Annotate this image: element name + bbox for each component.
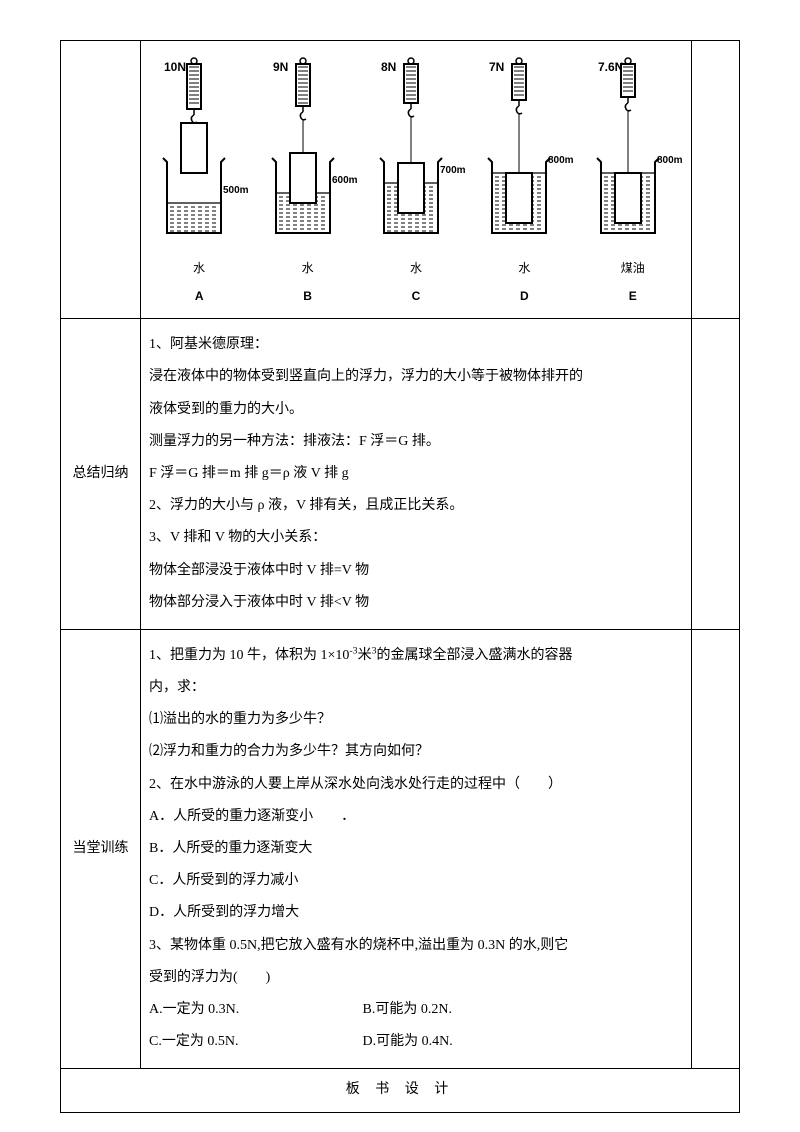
summary-line: 液体受到的重力的大小。 xyxy=(149,394,683,426)
summary-right-cell xyxy=(692,319,740,630)
q3-line2: 受到的浮力为( ) xyxy=(149,962,683,994)
setup-id-label: A xyxy=(195,283,204,311)
exercise-right-cell xyxy=(692,629,740,1068)
q1-sup1: -3 xyxy=(349,645,357,656)
q1-sub-a: ⑴溢出的水的重力为多少牛？ xyxy=(149,704,683,736)
main-table: 10N500ml水A9N600ml水B8N700ml水C7N800ml水D7.6… xyxy=(60,40,740,1113)
q1-mid: 米 xyxy=(358,648,372,663)
experiment-setup: 9N 600ml 水B xyxy=(258,53,358,310)
svg-text:700ml: 700ml xyxy=(440,165,466,176)
q3-opt-a: A.一定为 0.3N. xyxy=(149,994,359,1026)
summary-line: 测量浮力的另一种方法：排液法：F 浮＝G 排。 xyxy=(149,426,683,458)
liquid-label: 水 xyxy=(410,255,422,283)
q1-line2: 内，求： xyxy=(149,672,683,704)
q1-sub-b: ⑵浮力和重力的合力为多少牛？其方向如何？ xyxy=(149,736,683,768)
q1-tail: 的金属球全部浸入盛满水的容器 xyxy=(376,648,572,663)
q3-line1: 3、某物体重 0.5N,把它放入盛有水的烧杯中,溢出重为 0.3N 的水,则它 xyxy=(149,930,683,962)
setup-id-label: C xyxy=(412,283,421,311)
svg-text:8N: 8N xyxy=(381,60,396,74)
summary-content: 1、阿基米德原理：浸在液体中的物体受到竖直向上的浮力，浮力的大小等于被物体排开的… xyxy=(141,319,692,630)
q2-opt-c: C．人所受到的浮力减小 xyxy=(149,865,683,897)
q3-opt-b: B.可能为 0.2N. xyxy=(363,1002,452,1017)
q3-opts-cd: C.一定为 0.5N. D.可能为 0.4N. xyxy=(149,1026,683,1058)
setup-id-label: E xyxy=(629,283,637,311)
svg-text:800m: 800m xyxy=(657,155,683,166)
exercise-label: 当堂训练 xyxy=(61,629,141,1068)
footer-row: 板 书 设 计 xyxy=(61,1069,740,1112)
q2: 2、在水中游泳的人要上岸从深水处向浅水处行走的过程中（ ） xyxy=(149,769,683,801)
setup-svg: 9N 600ml xyxy=(258,53,358,253)
liquid-label: 水 xyxy=(302,255,314,283)
svg-text:7.6N: 7.6N xyxy=(598,60,623,74)
experiment-setup: 8N 700ml 水C xyxy=(366,53,466,310)
setup-id-label: D xyxy=(520,283,529,311)
q3-opt-d: D.可能为 0.4N. xyxy=(363,1034,453,1049)
svg-text:800ml: 800ml xyxy=(548,155,574,166)
svg-text:7N: 7N xyxy=(489,60,504,74)
q3-opts-ab: A.一定为 0.3N. B.可能为 0.2N. xyxy=(149,994,683,1026)
summary-line: 物体全部浸没于液体中时 V 排=V 物 xyxy=(149,555,683,587)
exercise-row: 当堂训练 1、把重力为 10 牛，体积为 1×10-3米3的金属球全部浸入盛满水… xyxy=(61,629,740,1068)
svg-text:600ml: 600ml xyxy=(332,175,358,186)
summary-line: 浸在液体中的物体受到竖直向上的浮力，浮力的大小等于被物体排开的 xyxy=(149,361,683,393)
experiment-setup: 10N 500ml 水A xyxy=(149,53,249,310)
summary-line: F 浮＝G 排＝m 排 g＝ρ 液 V 排 g xyxy=(149,458,683,490)
q3-opt-c: C.一定为 0.5N. xyxy=(149,1026,359,1058)
diagram-right-cell xyxy=(692,41,740,319)
summary-line: 3、V 排和 V 物的大小关系： xyxy=(149,522,683,554)
svg-text:500ml: 500ml xyxy=(223,185,249,196)
diagram-wrap: 10N500ml水A9N600ml水B8N700ml水C7N800ml水D7.6… xyxy=(141,41,691,318)
footer-cell: 板 书 设 计 xyxy=(61,1069,740,1112)
page-root: 10N500ml水A9N600ml水B8N700ml水C7N800ml水D7.6… xyxy=(0,0,800,1132)
summary-line: 2、浮力的大小与 ρ 液，V 排有关，且成正比关系。 xyxy=(149,490,683,522)
summary-row: 总结归纳 1、阿基米德原理：浸在液体中的物体受到竖直向上的浮力，浮力的大小等于被… xyxy=(61,319,740,630)
setup-svg: 10N 500ml xyxy=(149,53,249,253)
summary-label: 总结归纳 xyxy=(61,319,141,630)
q2-opt-b: B．人所受的重力逐渐变大 xyxy=(149,833,683,865)
svg-text:10N: 10N xyxy=(164,60,186,74)
experiment-setup: 7N 800ml 水D xyxy=(474,53,574,310)
summary-line: 1、阿基米德原理： xyxy=(149,329,683,361)
setup-svg: 7N 800ml xyxy=(474,53,574,253)
diagram-row: 10N500ml水A9N600ml水B8N700ml水C7N800ml水D7.6… xyxy=(61,41,740,319)
q1-line1: 1、把重力为 10 牛，体积为 1×10-3米3的金属球全部浸入盛满水的容器 xyxy=(149,640,683,672)
setup-svg: 8N 700ml xyxy=(366,53,466,253)
setup-id-label: B xyxy=(303,283,312,311)
exercise-content: 1、把重力为 10 牛，体积为 1×10-3米3的金属球全部浸入盛满水的容器 内… xyxy=(141,629,692,1068)
liquid-label: 煤油 xyxy=(621,255,645,283)
q1-lead: 1、把重力为 10 牛，体积为 1×10 xyxy=(149,648,349,663)
diagram-cell: 10N500ml水A9N600ml水B8N700ml水C7N800ml水D7.6… xyxy=(141,41,692,319)
svg-text:9N: 9N xyxy=(273,60,288,74)
summary-line: 物体部分浸入于液体中时 V 排<V 物 xyxy=(149,587,683,619)
q2-opt-a: A．人所受的重力逐渐变小 ． xyxy=(149,801,683,833)
liquid-label: 水 xyxy=(193,255,205,283)
q2-opt-d: D．人所受到的浮力增大 xyxy=(149,897,683,929)
experiment-setup: 7.6N 800m 煤油E xyxy=(583,53,683,310)
setup-svg: 7.6N 800m xyxy=(583,53,683,253)
diagram-left-cell xyxy=(61,41,141,319)
liquid-label: 水 xyxy=(518,255,530,283)
